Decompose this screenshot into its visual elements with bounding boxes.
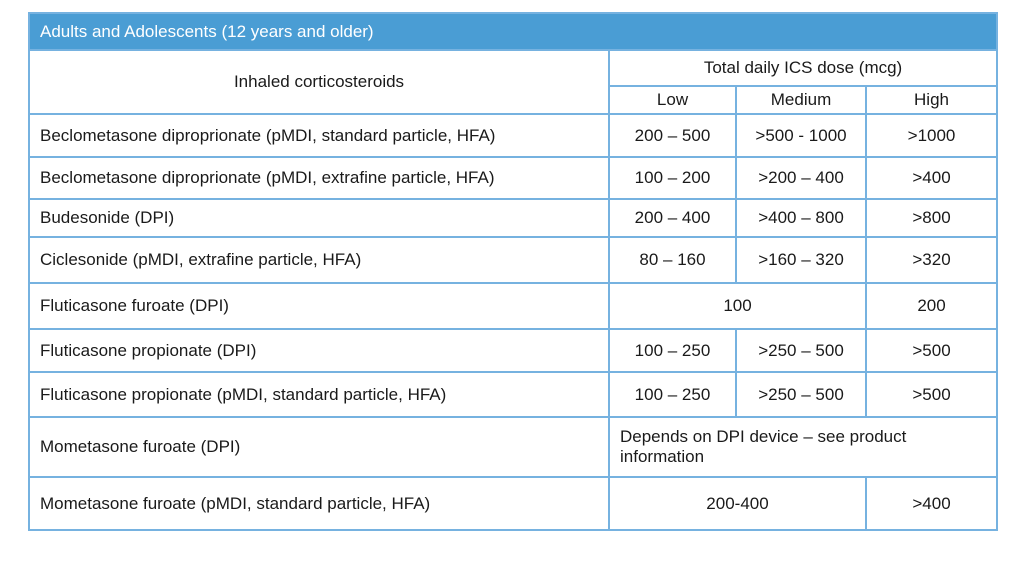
- ics-dose-table: Adults and Adolescents (12 years and old…: [27, 12, 999, 531]
- high-dose-cell: >400: [864, 476, 999, 531]
- high-dose-cell: >800: [864, 198, 999, 238]
- header-row-top: Inhaled corticosteroids Total daily ICS …: [28, 49, 999, 115]
- low-column-header: Low: [608, 85, 737, 115]
- medium-dose-cell: >500 - 1000: [735, 113, 867, 158]
- low-dose-cell: 100 – 250: [608, 328, 737, 373]
- drug-name-cell: Mometasone furoate (DPI): [28, 416, 610, 478]
- medium-dose-cell: >160 – 320: [735, 236, 867, 284]
- drug-name-cell: Fluticasone furoate (DPI): [28, 282, 610, 330]
- low-dose-cell: 80 – 160: [608, 236, 737, 284]
- table-row: Fluticasone propionate (pMDI, standard p…: [28, 371, 999, 418]
- table-row: Mometasone furoate (pMDI, standard parti…: [28, 476, 999, 531]
- drug-name-cell: Beclometasone diproprionate (pMDI, extra…: [28, 156, 610, 200]
- low-medium-merged-cell: 100: [608, 282, 867, 330]
- table-row: Fluticasone furoate (DPI) 100 200: [28, 282, 999, 330]
- table-row: Ciclesonide (pMDI, extrafine particle, H…: [28, 236, 999, 284]
- high-dose-cell: >320: [864, 236, 999, 284]
- low-dose-cell: 100 – 200: [608, 156, 737, 200]
- medium-dose-cell: >400 – 800: [735, 198, 867, 238]
- table-row: Budesonide (DPI) 200 – 400 >400 – 800 >8…: [28, 198, 999, 238]
- drug-name-cell: Mometasone furoate (pMDI, standard parti…: [28, 476, 610, 531]
- drug-name-cell: Budesonide (DPI): [28, 198, 610, 238]
- high-dose-cell: >500: [864, 371, 999, 418]
- high-dose-cell: >500: [864, 328, 999, 373]
- table-title: Adults and Adolescents (12 years and old…: [27, 12, 999, 51]
- dose-group-header: Total daily ICS dose (mcg): [607, 49, 999, 87]
- medium-dose-cell: >250 – 500: [735, 328, 867, 373]
- table-row: Beclometasone diproprionate (pMDI, stand…: [28, 113, 999, 158]
- low-dose-cell: 100 – 250: [608, 371, 737, 418]
- table-row: Mometasone furoate (DPI) Depends on DPI …: [28, 416, 999, 478]
- table-row: Beclometasone diproprionate (pMDI, extra…: [28, 156, 999, 200]
- low-dose-cell: 200 – 500: [608, 113, 737, 158]
- medium-column-header: Medium: [735, 85, 867, 115]
- medium-dose-cell: >200 – 400: [735, 156, 867, 200]
- drug-column-header: Inhaled corticosteroids: [28, 49, 610, 115]
- low-dose-cell: 200 – 400: [608, 198, 737, 238]
- drug-name-cell: Fluticasone propionate (pMDI, standard p…: [28, 371, 610, 418]
- high-dose-cell: 200: [864, 282, 999, 330]
- high-dose-cell: >1000: [864, 113, 999, 158]
- high-dose-cell: >400: [864, 156, 999, 200]
- all-columns-merged-cell: Depends on DPI device – see product info…: [607, 416, 999, 478]
- header-row-sub: Low Medium High: [29, 85, 999, 115]
- drug-name-cell: Beclometasone diproprionate (pMDI, stand…: [28, 113, 610, 158]
- drug-name-cell: Ciclesonide (pMDI, extrafine particle, H…: [28, 236, 610, 284]
- low-medium-merged-cell: 200-400: [608, 476, 867, 531]
- high-column-header: High: [864, 85, 999, 115]
- table-title-bar: Adults and Adolescents (12 years and old…: [27, 12, 999, 51]
- medium-dose-cell: >250 – 500: [735, 371, 867, 418]
- drug-name-cell: Fluticasone propionate (DPI): [28, 328, 610, 373]
- table-row: Fluticasone propionate (DPI) 100 – 250 >…: [28, 328, 999, 373]
